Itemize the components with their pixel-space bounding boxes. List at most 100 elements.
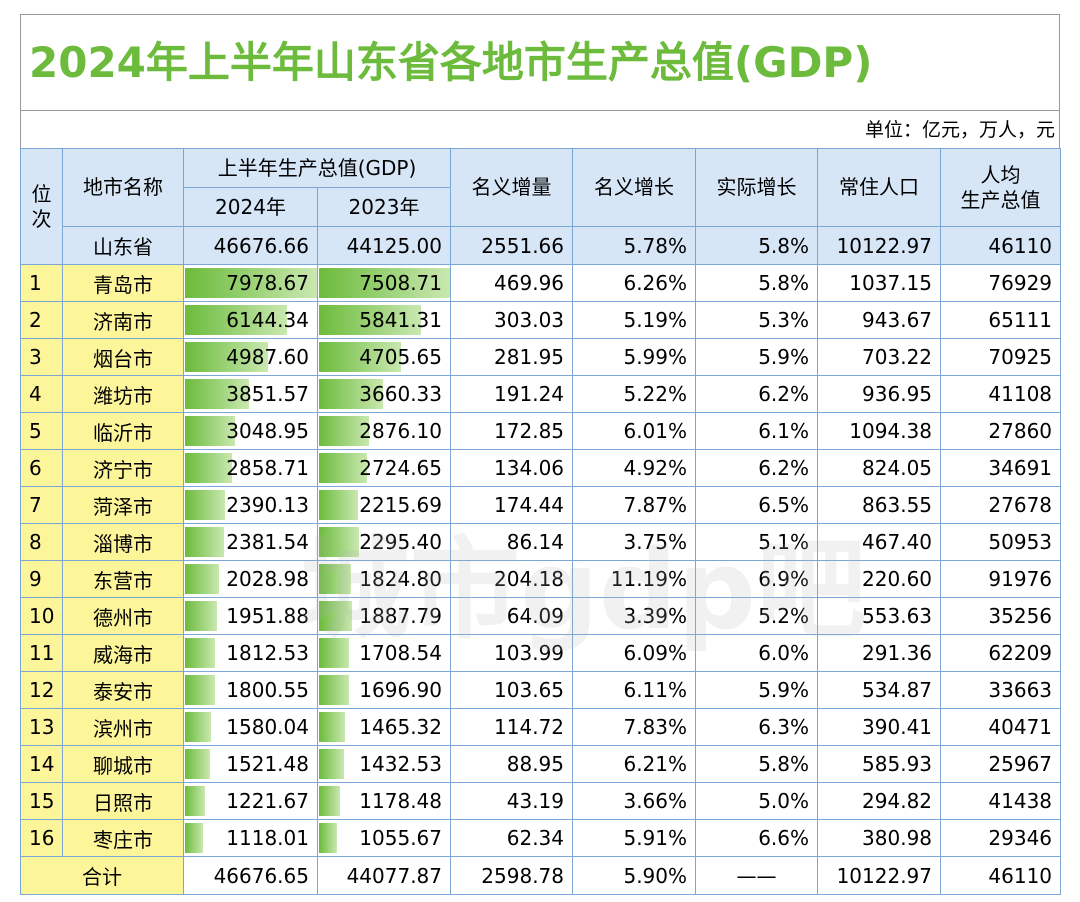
cell: 2598.78 xyxy=(450,856,574,895)
cell: 15 xyxy=(20,782,63,820)
cell-text: 1118.01 xyxy=(226,826,309,850)
cell-text: 1812.53 xyxy=(226,641,309,665)
cell: 济宁市 xyxy=(62,449,184,487)
data-bar xyxy=(319,712,345,742)
cell: 3.66% xyxy=(572,782,697,820)
cell: 191.24 xyxy=(450,375,574,413)
table-row: 4 潍坊市 3851.57 3660.33 191.24 5.22% 6.2% 936.95 4… xyxy=(20,375,1062,413)
cell: 4705.65 xyxy=(316,338,452,376)
data-bar xyxy=(319,342,402,372)
cell: 390.41 xyxy=(817,708,942,746)
cell-text: 1824.80 xyxy=(359,567,443,591)
data-bar xyxy=(319,416,370,446)
cell: 1432.53 xyxy=(316,745,452,783)
table-row: 3 烟台市 4987.60 4705.65 281.95 5.99% 5.9% 703.22 7… xyxy=(20,338,1062,376)
cell: 1178.48 xyxy=(316,782,452,820)
cell-text: 2724.65 xyxy=(359,456,443,480)
cell: 5.99% xyxy=(572,338,697,376)
cell: 泰安市 xyxy=(62,671,184,709)
cell-text: 1708.54 xyxy=(359,641,443,665)
cell: 2876.10 xyxy=(316,412,452,450)
cell: 9 xyxy=(20,560,63,598)
cell: 6.5% xyxy=(695,486,819,524)
cell: 名义增量 xyxy=(450,148,574,227)
cell: 65111 xyxy=(940,301,1062,339)
cell: 936.95 xyxy=(817,375,942,413)
cell-text: 4987.60 xyxy=(226,345,309,369)
data-bar xyxy=(319,527,360,557)
data-bar xyxy=(319,749,344,779)
cell: 东营市 xyxy=(62,560,184,598)
cell: 3 xyxy=(20,338,63,376)
cell: 5 xyxy=(20,412,63,450)
cell-text: 1951.88 xyxy=(226,604,309,628)
cell-text: 2295.40 xyxy=(359,530,443,554)
cell-text: 2390.13 xyxy=(226,493,309,517)
cell: 6.21% xyxy=(572,745,697,783)
data-bar xyxy=(319,490,358,520)
cell: 1812.53 xyxy=(183,634,318,672)
cell: 合计 xyxy=(20,856,184,895)
cell: 1037.15 xyxy=(817,264,942,302)
data-bar xyxy=(185,601,218,631)
cell: 上半年生产总值(GDP) xyxy=(182,148,452,188)
cell-text: 4705.65 xyxy=(359,345,443,369)
cell: 德州市 xyxy=(62,597,184,635)
cell: 27678 xyxy=(940,486,1062,524)
cell: 703.22 xyxy=(817,338,942,376)
cell: 威海市 xyxy=(62,634,184,672)
cell: 134.06 xyxy=(450,449,574,487)
cell: 50953 xyxy=(940,523,1062,561)
cell-text: 5841.31 xyxy=(359,308,443,332)
cell: 1 xyxy=(20,264,63,302)
cell: 5.2% xyxy=(695,597,819,635)
cell: 6.09% xyxy=(572,634,697,672)
cell: 91976 xyxy=(940,560,1062,598)
cell: 46676.65 xyxy=(183,856,318,895)
cell-text: 1696.90 xyxy=(359,678,443,702)
data-bar xyxy=(185,268,317,298)
cell-text: 7978.67 xyxy=(226,271,309,295)
cell-text: 3851.57 xyxy=(226,382,309,406)
cell: 41108 xyxy=(940,375,1062,413)
cell: 聊城市 xyxy=(62,745,184,783)
data-bar xyxy=(185,712,212,742)
cell: —— xyxy=(695,856,819,895)
cell: 172.85 xyxy=(450,412,574,450)
cell: 6.0% xyxy=(695,634,819,672)
cell: 3.39% xyxy=(572,597,697,635)
cell: 10122.97 xyxy=(817,226,942,265)
cell: 380.98 xyxy=(817,819,942,857)
cell: 6.2% xyxy=(695,375,819,413)
cell: 103.99 xyxy=(450,634,574,672)
cell: 14 xyxy=(20,745,63,783)
cell: 2551.66 xyxy=(450,226,574,265)
cell: 5.91% xyxy=(572,819,697,857)
cell: 303.03 xyxy=(450,301,574,339)
cell: 44125.00 xyxy=(316,226,452,265)
cell: 64.09 xyxy=(450,597,574,635)
table-row: 14 聊城市 1521.48 1432.53 88.95 6.21% 5.8% 585.93 2… xyxy=(20,745,1062,783)
data-bar xyxy=(185,379,249,409)
cell: 2 xyxy=(20,301,63,339)
cell-text: 2381.54 xyxy=(226,530,309,554)
cell: 2381.54 xyxy=(183,523,318,561)
cell: 枣庄市 xyxy=(62,819,184,857)
data-bar xyxy=(185,786,206,816)
table-row: 16 枣庄市 1118.01 1055.67 62.34 5.91% 6.6% 380.98 2… xyxy=(20,819,1062,857)
table-row: 13 滨州市 1580.04 1465.32 114.72 7.83% 6.3% 390.41… xyxy=(20,708,1062,746)
cell: 6.11% xyxy=(572,671,697,709)
cell: 11 xyxy=(20,634,63,672)
cell: 1708.54 xyxy=(316,634,452,672)
data-bar xyxy=(185,638,215,668)
table-row: 5 临沂市 3048.95 2876.10 172.85 6.01% 6.1% 1094.38… xyxy=(20,412,1062,450)
table-row: 10 德州市 1951.88 1887.79 64.09 3.39% 5.2% 553.63 3… xyxy=(20,597,1062,635)
data-bar xyxy=(185,342,268,372)
cell-text: 1887.79 xyxy=(359,604,443,628)
cell: 62209 xyxy=(940,634,1062,672)
cell: 7508.71 xyxy=(316,264,452,302)
cell: 943.67 xyxy=(817,301,942,339)
cell: 3.75% xyxy=(572,523,697,561)
cell-text: 6144.34 xyxy=(226,308,309,332)
